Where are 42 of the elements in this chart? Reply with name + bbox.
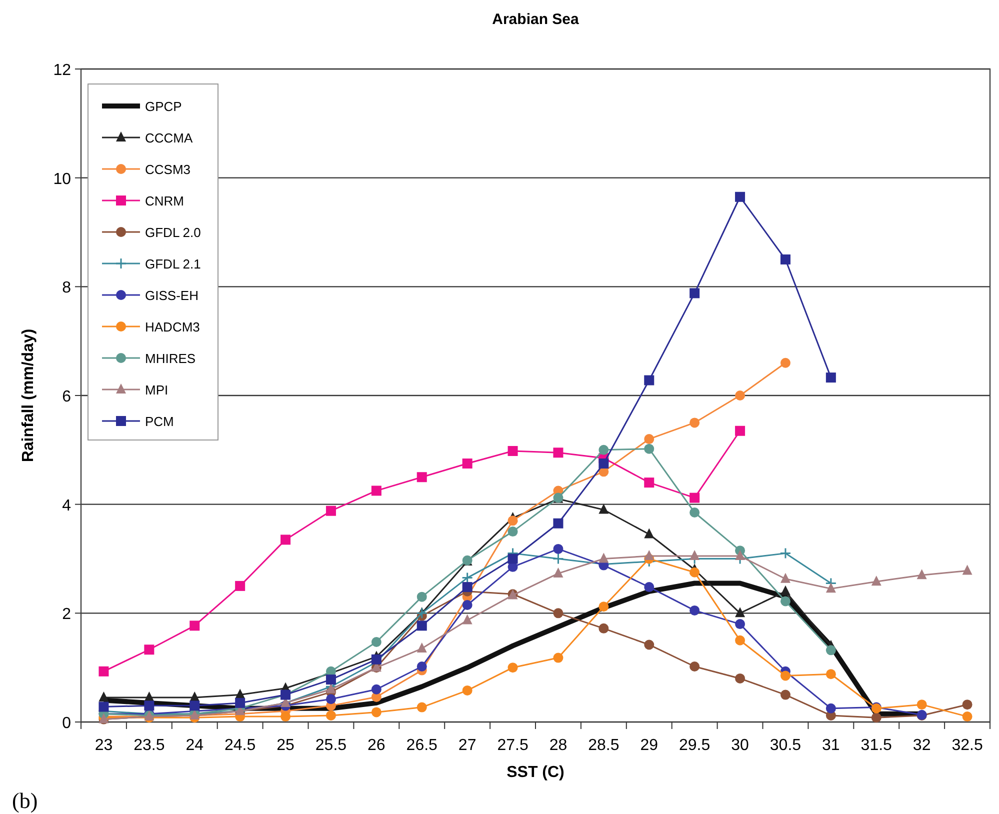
y-tick-label: 6 xyxy=(62,388,72,406)
y-tick-label: 8 xyxy=(62,280,72,297)
y-tick-label: 0 xyxy=(62,715,72,732)
x-tick-label: 27.5 xyxy=(497,737,528,754)
legend-label: MHIRES xyxy=(145,351,196,366)
chart-title: Arabian Sea xyxy=(492,11,580,28)
legend-label: HADCM3 xyxy=(145,320,200,334)
x-tick-label: 29.5 xyxy=(679,737,710,754)
x-tick-label: 31 xyxy=(822,737,840,754)
legend-label: MPI xyxy=(145,382,168,398)
y-tick-label: 4 xyxy=(62,497,72,514)
x-tick-label: 32 xyxy=(912,737,931,754)
y-axis-title: Rainfall (mm/day) xyxy=(20,328,37,462)
x-tick-label: 31.5 xyxy=(860,737,892,754)
x-tick-label: 23 xyxy=(94,737,113,754)
y-tick-label: 12 xyxy=(53,62,72,79)
x-tick-label: 30 xyxy=(731,737,750,754)
x-tick-label: 27 xyxy=(458,737,476,754)
x-axis-title: SST (C) xyxy=(506,764,564,781)
x-tick-label: 23.5 xyxy=(134,737,165,754)
x-tick-label: 26 xyxy=(368,737,386,754)
legend-label: GFDL 2.1 xyxy=(145,256,201,272)
y-tick-label: 2 xyxy=(62,606,72,624)
x-tick-label: 25 xyxy=(276,737,295,754)
legend-label: CCSM3 xyxy=(145,162,191,177)
x-tick-label: 28.5 xyxy=(588,737,620,754)
x-tick-label: 29 xyxy=(640,737,658,754)
x-tick-label: 24.5 xyxy=(224,737,256,754)
x-tick-label: 24 xyxy=(186,737,204,754)
text: (b) xyxy=(12,788,38,813)
y-tick-label: 10 xyxy=(53,170,72,188)
legend-label: GISS-EH xyxy=(145,288,198,303)
x-tick-label: 25.5 xyxy=(315,737,347,754)
legend-label: CCCMA xyxy=(145,130,193,146)
x-tick-label: 30.5 xyxy=(770,737,802,754)
legend-label: CNRM xyxy=(145,194,184,208)
legend-label: PCM xyxy=(145,414,174,429)
x-tick-label: 26.5 xyxy=(406,737,438,754)
legend-label: GFDL 2.0 xyxy=(145,225,201,240)
legend-label: GPCP xyxy=(145,99,182,114)
x-tick-label: 28 xyxy=(549,737,568,754)
x-tick-label: 32.5 xyxy=(952,737,983,754)
